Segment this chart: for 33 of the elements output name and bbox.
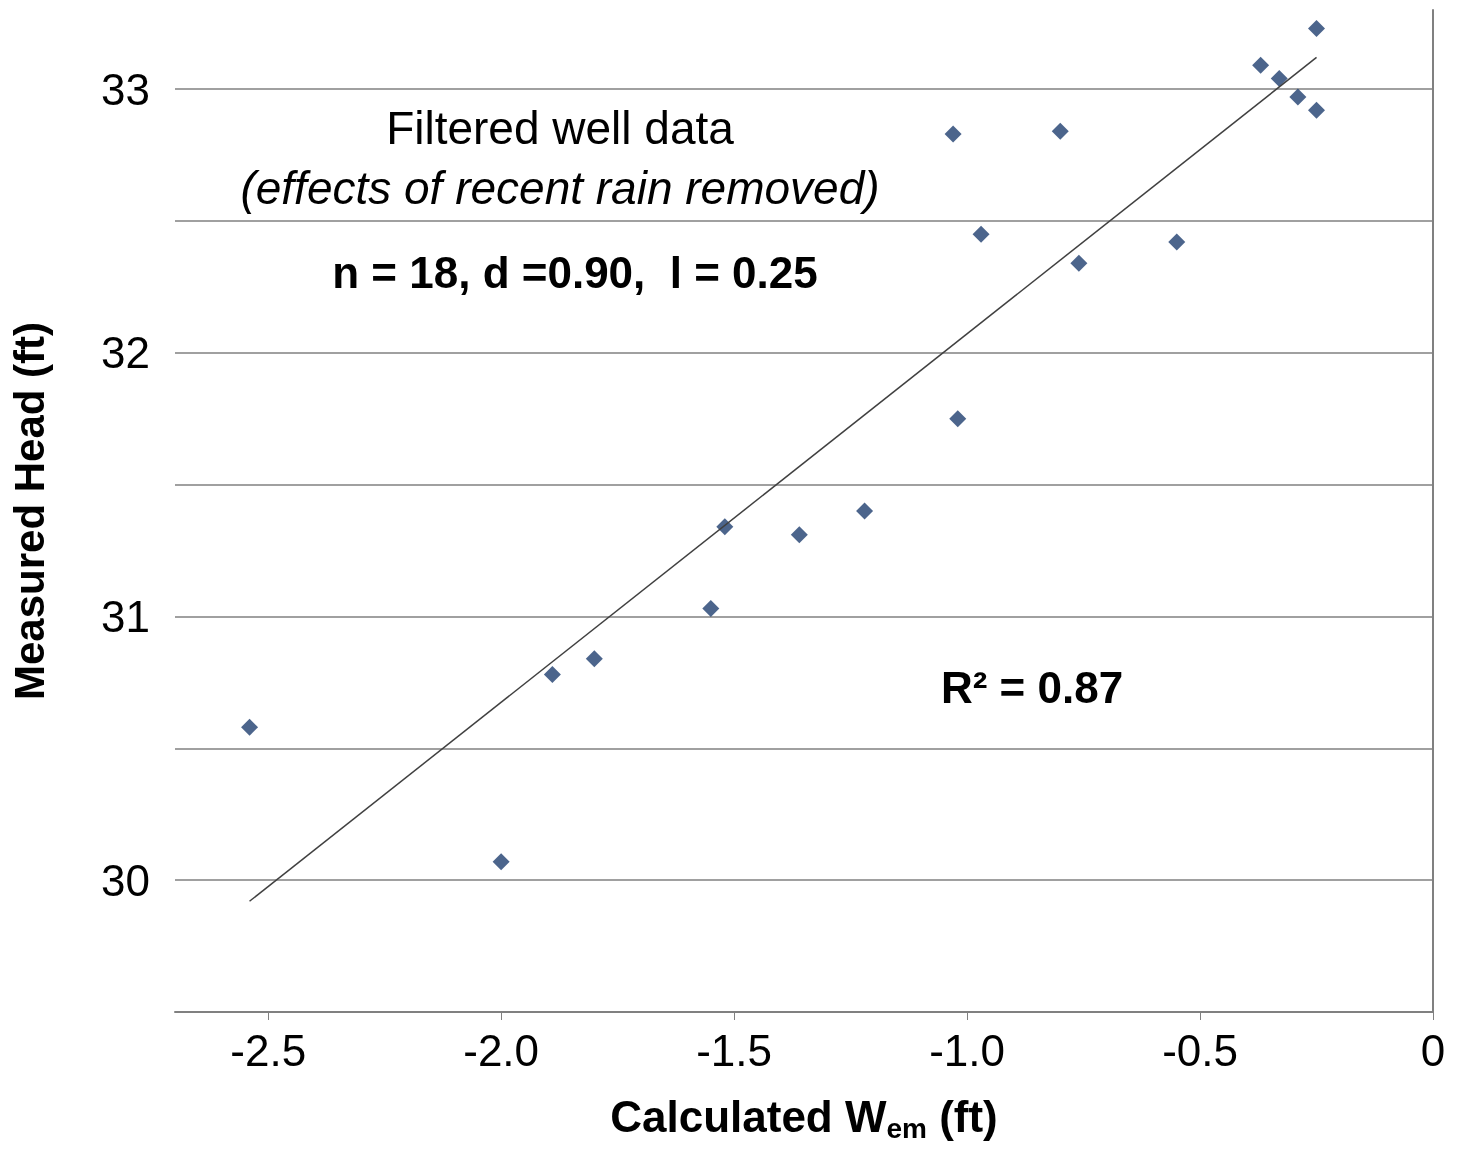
point (856, 502, 874, 520)
y-tick-label: 31 (101, 591, 150, 641)
point (241, 718, 259, 736)
point (1270, 70, 1288, 88)
x-tick-label: -2.5 (230, 1025, 307, 1075)
point (944, 125, 962, 143)
point (492, 853, 510, 871)
point (1252, 56, 1270, 74)
x-tick-label: -0.5 (1162, 1025, 1238, 1075)
x-tick-label: -1.5 (696, 1025, 773, 1075)
point (543, 665, 561, 683)
point (1289, 88, 1307, 106)
x-tick-label: -2.0 (463, 1025, 540, 1075)
point (1051, 122, 1069, 140)
annotation: R² = 0.87 (940, 662, 1124, 712)
y-axis-title: Measured Head (ft) (5, 321, 53, 701)
annotation: Filtered well data (386, 102, 735, 154)
y-tick-label: 30 (101, 855, 150, 905)
y-tick-label: 33 (101, 64, 150, 114)
annotation: (effects of recent rain removed) (240, 162, 880, 214)
x-tick-label: -1.0 (929, 1025, 1005, 1075)
point (949, 410, 967, 428)
point (1070, 254, 1088, 272)
x-tick-label: 0 (1420, 1025, 1446, 1075)
point (790, 526, 808, 544)
point (585, 650, 603, 668)
y-tick-label: 32 (101, 328, 150, 378)
point (1168, 233, 1186, 251)
annotation: n = 18, d =0.90, l = 0.25 (332, 247, 818, 297)
point (1308, 19, 1326, 37)
point (702, 600, 720, 618)
point (972, 225, 990, 243)
point (1308, 101, 1326, 119)
